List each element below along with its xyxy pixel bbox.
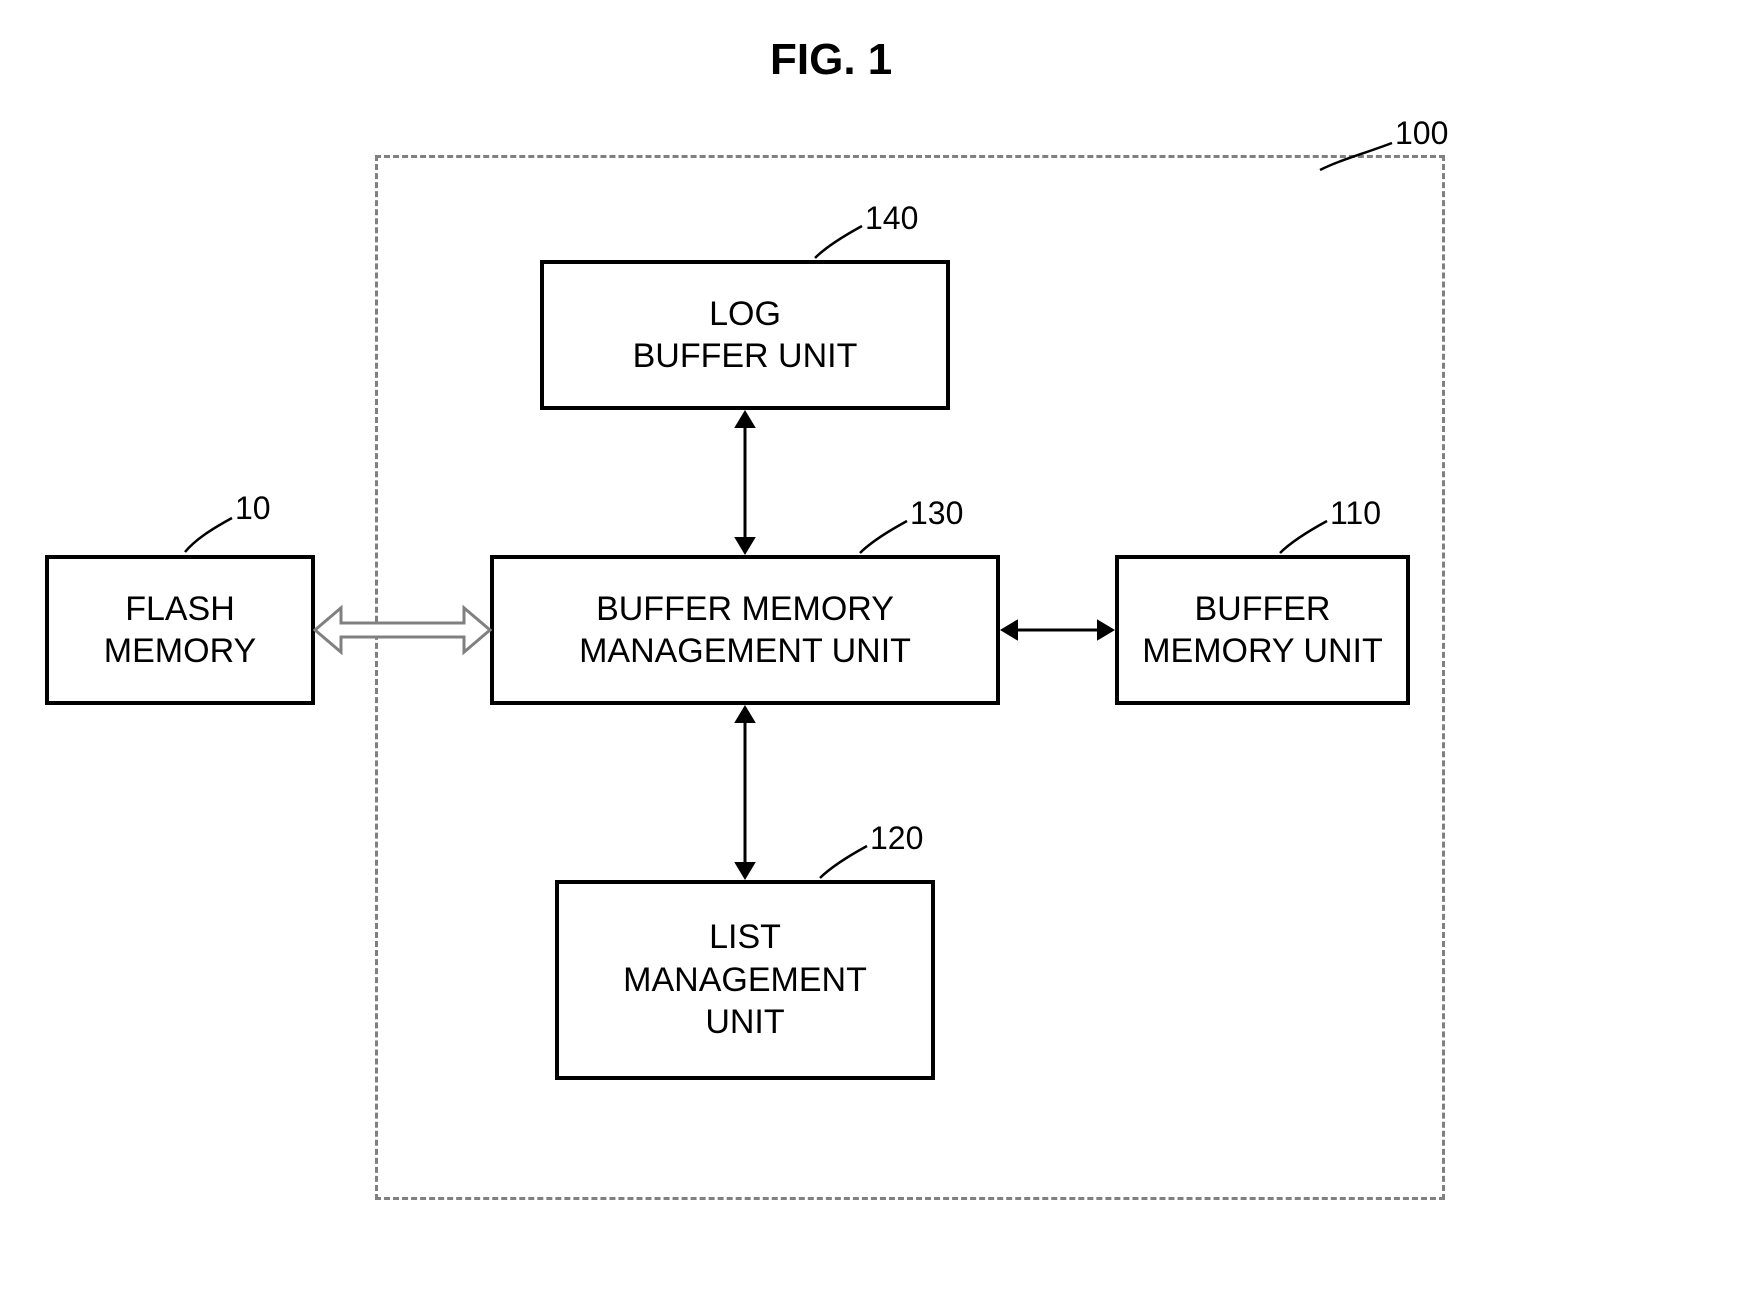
diagram-canvas: FIG. 1 FLASHMEMORY LOGBUFFER UNIT BUFFER… [0, 0, 1741, 1306]
ref-110: 110 [1330, 495, 1381, 532]
ref-10: 10 [235, 490, 271, 527]
ref-100: 100 [1395, 115, 1448, 152]
buffer-mgmt-block: BUFFER MEMORYMANAGEMENT UNIT [490, 555, 1000, 705]
log-buffer-label: LOGBUFFER UNIT [633, 293, 858, 378]
ref-140: 140 [865, 200, 918, 237]
list-mgmt-block: LISTMANAGEMENTUNIT [555, 880, 935, 1080]
list-mgmt-label: LISTMANAGEMENTUNIT [623, 916, 867, 1044]
figure-title: FIG. 1 [770, 35, 892, 85]
log-buffer-block: LOGBUFFER UNIT [540, 260, 950, 410]
buffer-mgmt-label: BUFFER MEMORYMANAGEMENT UNIT [579, 588, 911, 673]
flash-memory-label: FLASHMEMORY [104, 588, 256, 673]
ref-130: 130 [910, 495, 963, 532]
flash-memory-block: FLASHMEMORY [45, 555, 315, 705]
buffer-memory-block: BUFFERMEMORY UNIT [1115, 555, 1410, 705]
ref-120: 120 [870, 820, 923, 857]
buffer-memory-label: BUFFERMEMORY UNIT [1142, 588, 1383, 673]
